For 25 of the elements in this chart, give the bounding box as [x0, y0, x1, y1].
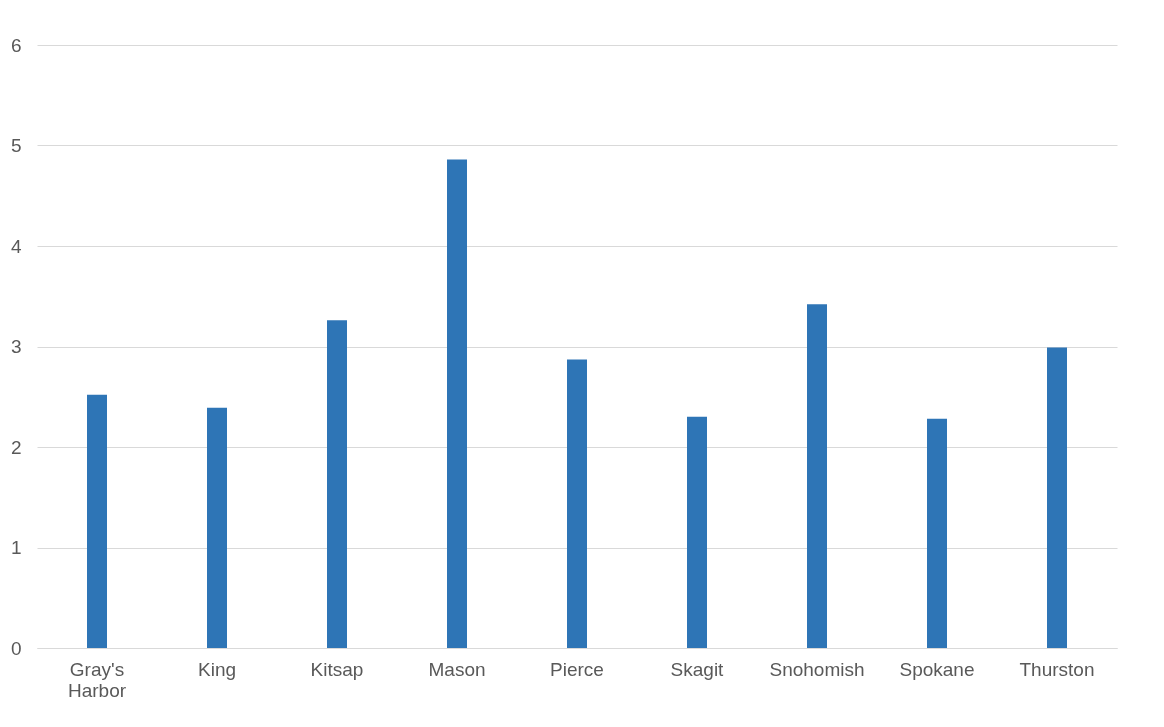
x-tick-label: Gray's Harbor — [67, 658, 127, 701]
bar — [327, 320, 347, 648]
bar — [927, 418, 947, 648]
bar — [207, 407, 227, 648]
x-tick-label: Kitsap — [310, 658, 364, 680]
y-tick-label: 3 — [10, 336, 22, 357]
y-tick-label: 0 — [10, 637, 22, 659]
y-tick-label: 6 — [10, 34, 22, 56]
x-tick-label: Spokane — [899, 658, 975, 680]
x-tick-label: Snohomish — [769, 658, 865, 680]
y-tick-label: 2 — [10, 436, 22, 458]
x-tick-label: King — [197, 658, 237, 680]
x-tick-label: Pierce — [550, 658, 604, 680]
x-tick-label: Skagit — [670, 658, 725, 680]
bar — [567, 359, 587, 648]
bar — [1047, 347, 1067, 648]
bar — [807, 304, 827, 648]
x-tick-label: Thurston — [1019, 658, 1095, 680]
y-tick-label: 4 — [10, 235, 22, 257]
x-tick-label: Mason — [428, 658, 486, 680]
bar — [87, 394, 107, 648]
y-tick-label: 1 — [10, 537, 22, 558]
y-tick-label: 5 — [10, 135, 22, 156]
bar — [447, 159, 467, 648]
bar — [687, 416, 707, 648]
